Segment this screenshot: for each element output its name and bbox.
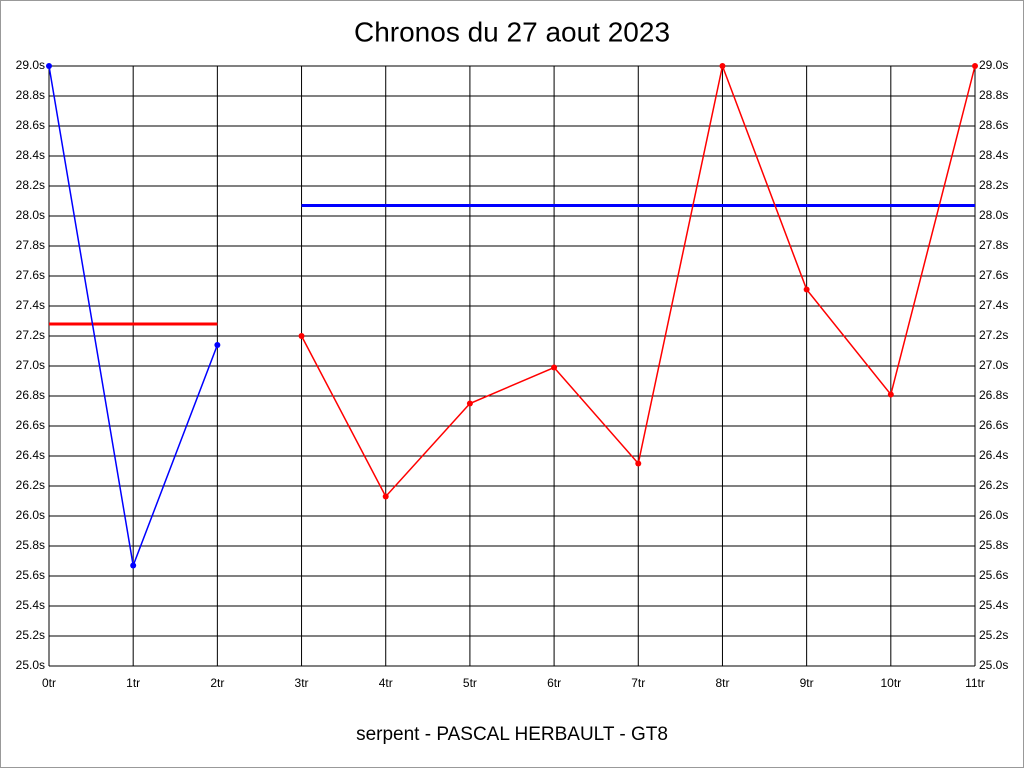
x-tick-label: 4tr	[379, 676, 393, 690]
x-tick-label: 3tr	[295, 676, 309, 690]
y2-tick-label: 28.6s	[979, 118, 1008, 132]
data-point	[719, 63, 726, 69]
data-point	[130, 562, 137, 569]
y-tick-label: 26.6s	[16, 418, 45, 432]
chart-title: Chronos du 27 aout 2023	[354, 16, 670, 47]
x-tick-label: 6tr	[547, 676, 561, 690]
y-tick-label: 27.0s	[16, 358, 45, 372]
data-point	[214, 342, 221, 348]
x-tick-label: 2tr	[210, 676, 224, 690]
data-point	[803, 286, 810, 293]
y-tick-label: 27.2s	[16, 328, 45, 342]
data-point	[46, 63, 52, 69]
y-tick-label: 27.4s	[16, 298, 45, 312]
y2-tick-label: 27.6s	[979, 268, 1008, 282]
y2-tick-label: 27.4s	[979, 298, 1008, 312]
data-point	[635, 460, 642, 467]
data-point	[298, 333, 305, 339]
y-tick-label: 26.4s	[16, 448, 45, 462]
y-tick-label: 25.4s	[16, 598, 45, 612]
data-point	[972, 63, 978, 69]
data-point	[551, 364, 558, 371]
y-tick-label: 28.4s	[16, 148, 45, 162]
y2-tick-label: 26.6s	[979, 418, 1008, 432]
data-point	[466, 400, 473, 407]
y-tick-label: 29.0s	[16, 58, 45, 72]
y2-tick-label: 25.4s	[979, 598, 1008, 612]
y2-tick-label: 26.8s	[979, 388, 1008, 402]
y2-tick-label: 26.0s	[979, 508, 1008, 522]
y-tick-label: 26.8s	[16, 388, 45, 402]
x-tick-label: 5tr	[463, 676, 477, 690]
y-tick-label: 25.6s	[16, 568, 45, 582]
y2-tick-label: 29.0s	[979, 58, 1008, 72]
x-tick-label: 1tr	[126, 676, 140, 690]
x-tick-label: 9tr	[800, 676, 814, 690]
y-tick-label: 28.2s	[16, 178, 45, 192]
y2-tick-label: 27.0s	[979, 358, 1008, 372]
y-tick-label: 28.6s	[16, 118, 45, 132]
y2-tick-label: 27.2s	[979, 328, 1008, 342]
y2-tick-label: 25.8s	[979, 538, 1008, 552]
y-tick-label: 26.2s	[16, 478, 45, 492]
x-tick-label: 11tr	[965, 676, 985, 690]
y-tick-label: 25.2s	[16, 628, 45, 642]
x-tick-label: 8tr	[715, 676, 729, 690]
y-tick-label: 25.0s	[16, 658, 45, 672]
y2-tick-label: 28.4s	[979, 148, 1008, 162]
y-tick-label: 28.0s	[16, 208, 45, 222]
data-point	[382, 493, 389, 500]
y2-tick-label: 26.2s	[979, 478, 1008, 492]
y2-tick-label: 28.0s	[979, 208, 1008, 222]
x-tick-label: 0tr	[42, 676, 56, 690]
y2-tick-label: 25.6s	[979, 568, 1008, 582]
y2-tick-label: 27.8s	[979, 238, 1008, 252]
y-tick-label: 28.8s	[16, 88, 45, 102]
y2-tick-label: 28.2s	[979, 178, 1008, 192]
y2-tick-label: 26.4s	[979, 448, 1008, 462]
y2-tick-label: 25.0s	[979, 658, 1008, 672]
y2-tick-label: 28.8s	[979, 88, 1008, 102]
y-tick-label: 27.6s	[16, 268, 45, 282]
y-tick-label: 27.8s	[16, 238, 45, 252]
data-point	[887, 391, 894, 398]
x-tick-label: 7tr	[631, 676, 645, 690]
x-axis-label: serpent - PASCAL HERBAULT - GT8	[356, 724, 668, 745]
y-tick-label: 25.8s	[16, 538, 45, 552]
y-tick-label: 26.0s	[16, 508, 45, 522]
x-tick-label: 10tr	[880, 676, 901, 690]
y2-tick-label: 25.2s	[979, 628, 1008, 642]
